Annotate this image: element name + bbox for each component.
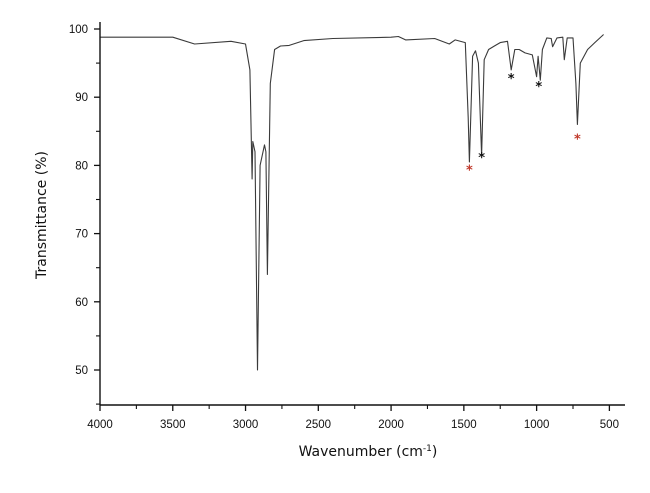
peak-marker-star: * — [508, 72, 515, 87]
y-tick-label: 70 — [75, 229, 88, 241]
x-tick-label: 2000 — [378, 419, 404, 431]
peak-marker-star: * — [574, 133, 581, 148]
x-tick-label: 2500 — [306, 419, 332, 431]
x-tick-label: 3000 — [233, 419, 259, 431]
y-tick-label: 90 — [75, 92, 88, 104]
peak-marker-star: * — [535, 80, 542, 95]
y-tick-label: 80 — [75, 160, 88, 172]
axes — [99, 22, 625, 406]
peak-marker-star: * — [466, 163, 473, 178]
x-tick-label: 3500 — [160, 419, 186, 431]
y-tick-label: 50 — [75, 365, 88, 377]
y-axis-title: Transmittance (%) — [34, 151, 50, 280]
peak-marker-star: * — [478, 151, 485, 166]
x-tick-label: 1500 — [451, 419, 477, 431]
ticks: 4000 3500 3000 2500 2000 1500 1000 500 50 60 70 80 9… — [69, 24, 619, 431]
spectrum-line — [100, 34, 604, 371]
x-axis-title: Wavenumber (cm-1) — [299, 444, 438, 460]
x-tick-label: 4000 — [87, 419, 113, 431]
plot-area: * * * * * — [100, 34, 604, 371]
x-tick-label: 1000 — [524, 419, 550, 431]
y-tick-label: 100 — [69, 24, 88, 36]
y-tick-label: 60 — [75, 297, 88, 309]
x-tick-label: 500 — [600, 419, 619, 431]
